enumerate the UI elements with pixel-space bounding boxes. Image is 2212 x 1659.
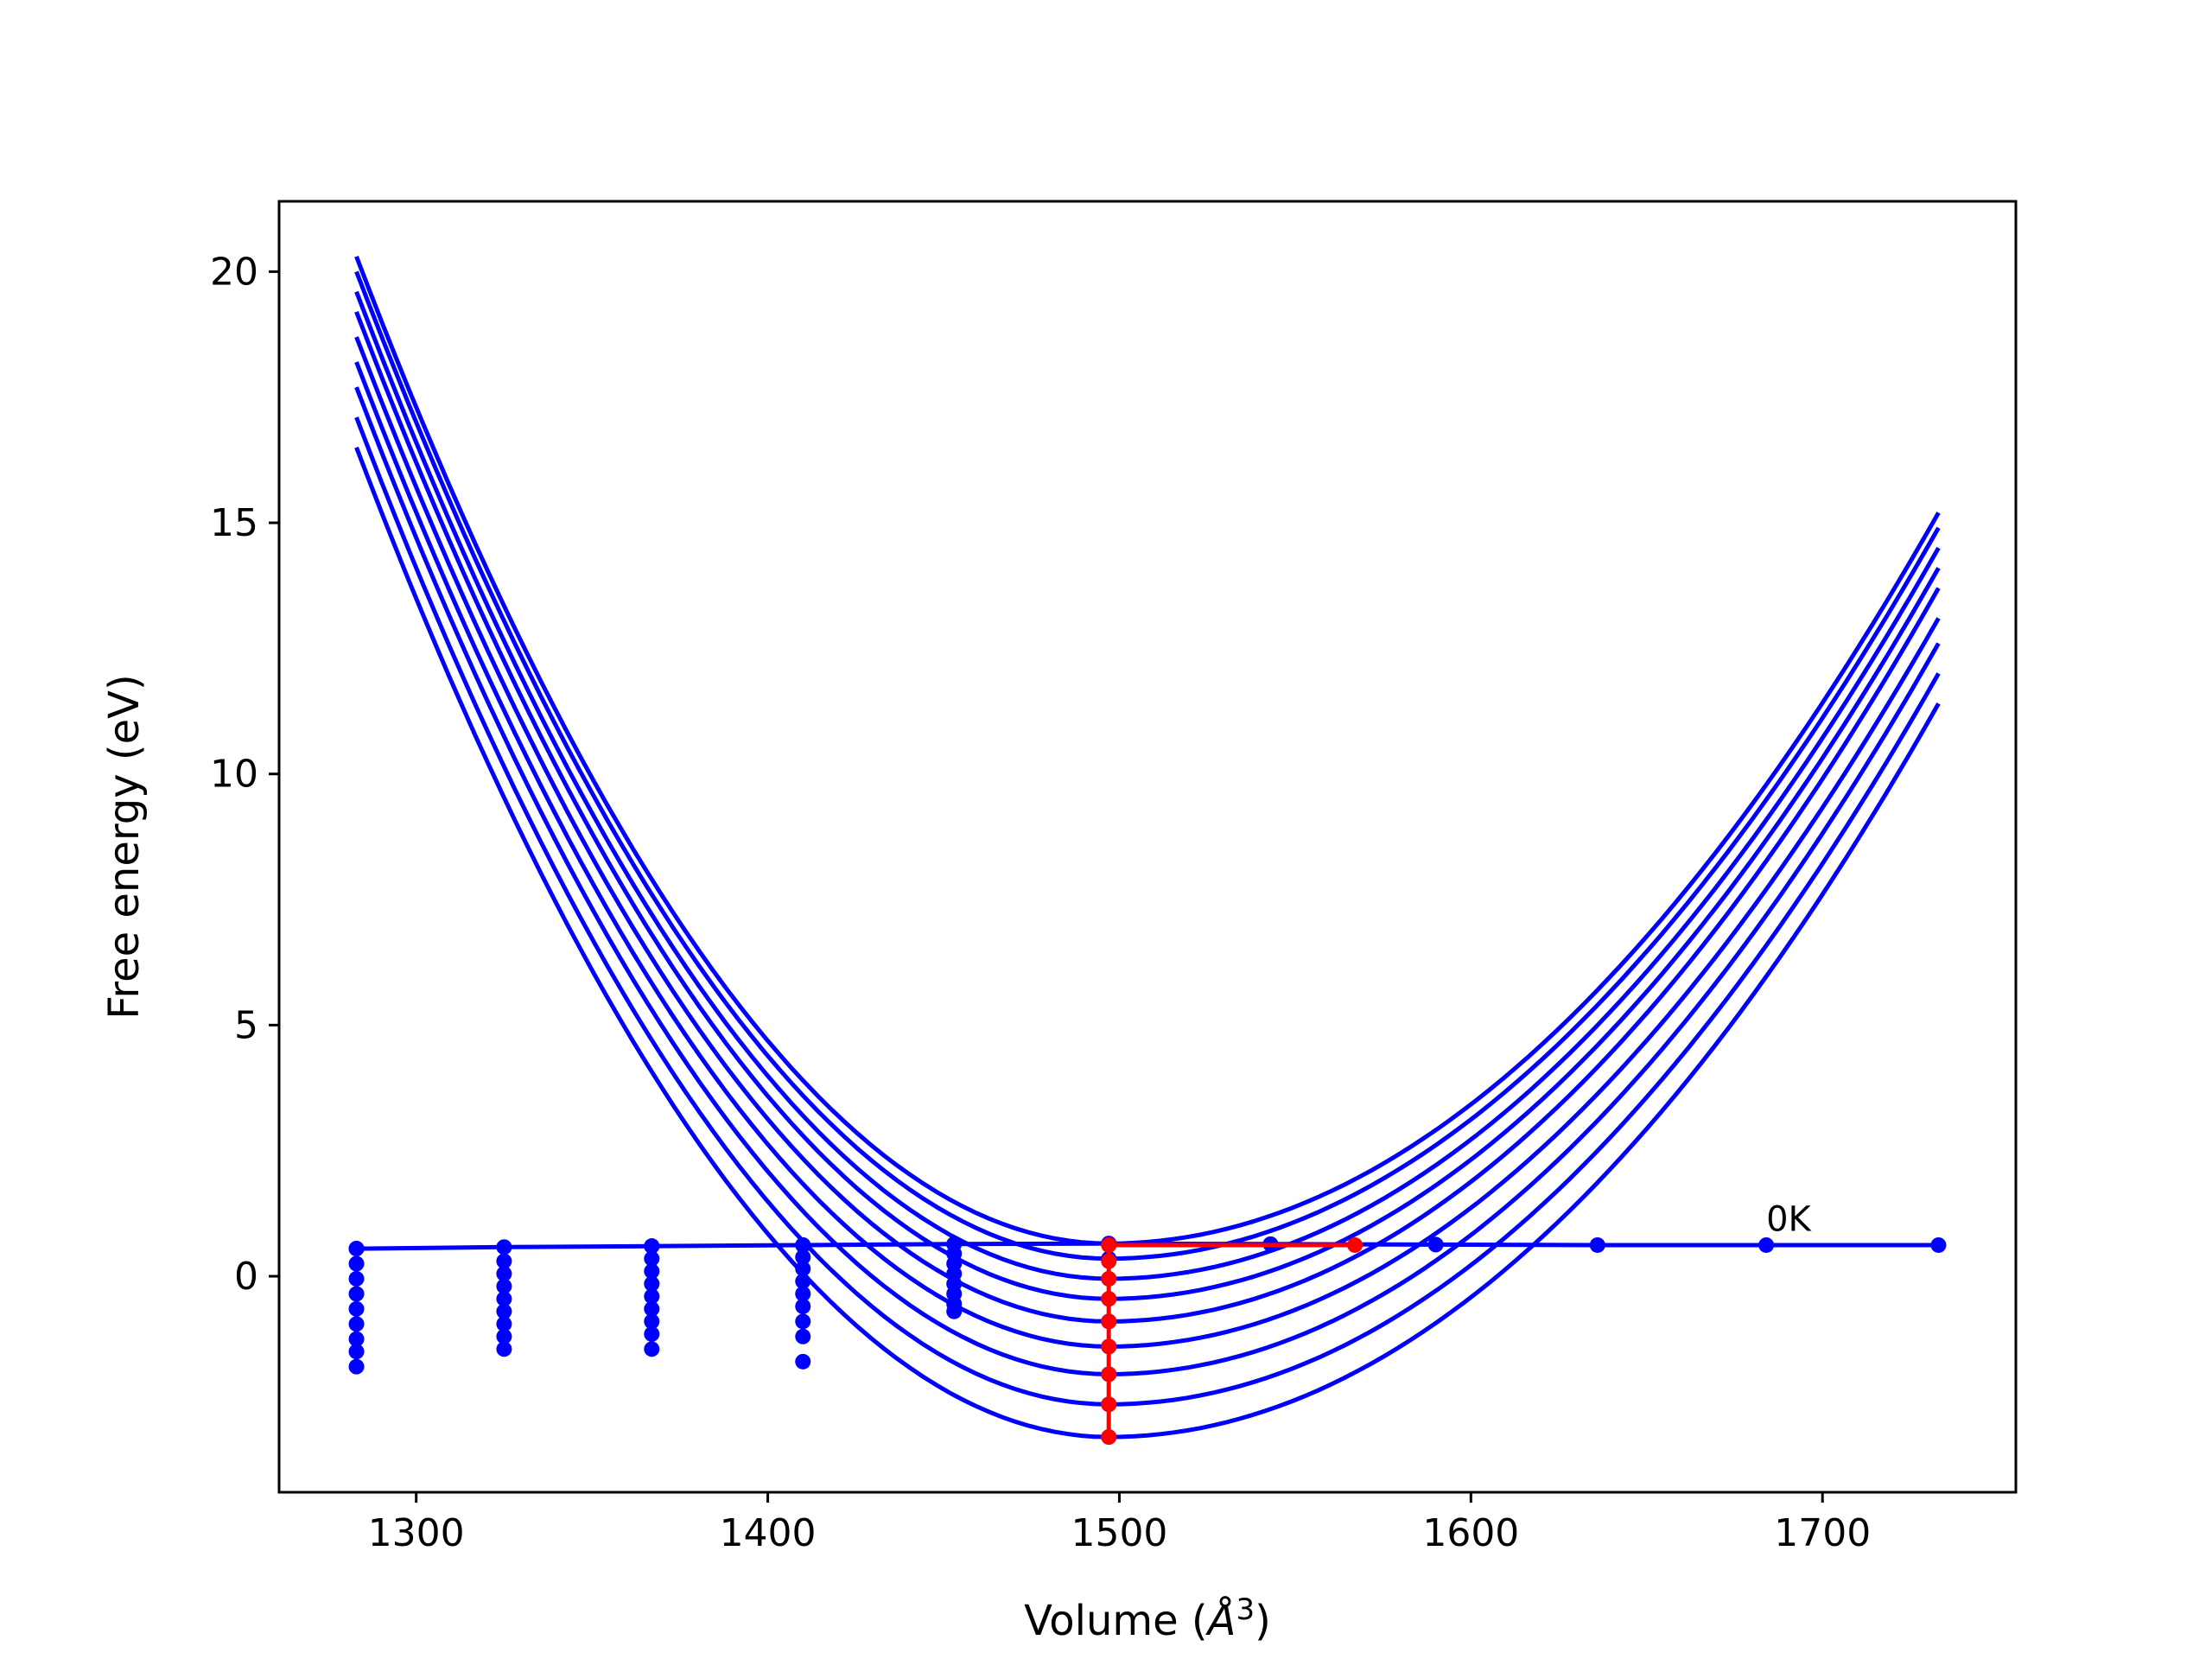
temperature-point	[496, 1341, 512, 1357]
temperature-point	[496, 1278, 512, 1294]
temperature-point	[348, 1286, 365, 1302]
temperature-point	[644, 1341, 660, 1357]
temperature-point	[644, 1263, 660, 1280]
energy-volume-point	[1589, 1236, 1605, 1253]
temperature-point	[795, 1261, 811, 1277]
free-energy-curve-2	[354, 270, 1941, 1262]
temperature-point	[644, 1250, 660, 1267]
temperature-point	[496, 1266, 512, 1282]
minimum-path-point	[1101, 1236, 1117, 1253]
temperature-point	[795, 1236, 811, 1253]
minimum-path-point	[1101, 1338, 1117, 1355]
energy-volume-point	[1427, 1236, 1444, 1253]
free-energy-curve-8	[354, 416, 1941, 1407]
free-energy-curve-5	[354, 336, 1941, 1324]
y-axis-label: Free energy (eV)	[100, 674, 149, 1019]
y-axis-ticks: 0 5 10 15 20	[210, 250, 279, 1299]
free-energy-curve-3	[354, 290, 1941, 1281]
temperature-point	[348, 1300, 365, 1317]
energy-volume-point	[1930, 1236, 1947, 1253]
x-tick-label: 1500	[1071, 1511, 1167, 1555]
x-tick-label: 1700	[1774, 1511, 1871, 1555]
temperature-point	[348, 1241, 365, 1257]
x-tick-label: 1300	[368, 1511, 465, 1555]
x-tick-label: 1600	[1422, 1511, 1519, 1555]
annotation-label: 0K	[1766, 1200, 1812, 1240]
temperature-point	[496, 1253, 512, 1269]
temperature-point	[795, 1286, 811, 1302]
temperature-point	[644, 1313, 660, 1330]
minimum-path-point	[1101, 1291, 1117, 1307]
y-tick-label: 20	[210, 250, 258, 294]
x-axis-label-symbol: Å	[1205, 1596, 1236, 1645]
minimum-path-point	[1347, 1236, 1363, 1253]
temperature-point	[496, 1291, 512, 1307]
minimum-path-point	[1101, 1366, 1117, 1382]
free-energy-curve-6	[354, 361, 1941, 1349]
temperature-point	[348, 1358, 365, 1375]
y-tick-label: 10	[210, 753, 258, 797]
temperature-point	[946, 1303, 963, 1319]
free-energy-curve-7	[354, 386, 1941, 1376]
x-axis-label-prefix: Volume (	[1024, 1597, 1208, 1645]
temperature-point	[644, 1288, 660, 1305]
temperature-point	[496, 1328, 512, 1344]
minimum-path-line	[1106, 1243, 1356, 1438]
y-tick-label: 5	[234, 1003, 258, 1047]
x-axis-label: Volume (Å3)	[1024, 1592, 1271, 1645]
temperature-point	[644, 1238, 660, 1255]
minimum-path-point	[1101, 1270, 1117, 1287]
temperature-point	[795, 1353, 811, 1370]
temperature-point	[795, 1298, 811, 1314]
y-tick-label: 15	[210, 501, 258, 545]
energy-volume-point	[1758, 1236, 1775, 1253]
axes-frame	[277, 200, 2018, 1494]
minimum-path-point	[1101, 1313, 1117, 1330]
temperature-point	[496, 1316, 512, 1332]
temperature-point	[795, 1249, 811, 1265]
temperature-point	[348, 1316, 365, 1332]
y-tick-label: 0	[234, 1255, 258, 1299]
free-energy-curve-9	[354, 446, 1941, 1440]
x-tick-label: 1400	[720, 1511, 817, 1555]
x-axis-label-exponent: 3	[1236, 1592, 1255, 1627]
temperature-point	[644, 1325, 660, 1342]
minimum-path-point	[1101, 1429, 1117, 1446]
temperature-point	[795, 1313, 811, 1330]
temperature-point	[348, 1344, 365, 1360]
temperature-point	[644, 1275, 660, 1292]
minimum-path-point	[1101, 1396, 1117, 1413]
temperature-point	[496, 1303, 512, 1319]
temperature-point	[348, 1255, 365, 1272]
temperature-point	[496, 1239, 512, 1255]
temperature-point	[644, 1300, 660, 1317]
x-axis-ticks: 1300 1400 1500 1600 1700	[368, 1492, 1871, 1555]
temperature-point	[795, 1328, 811, 1344]
minimum-path-point	[1101, 1253, 1117, 1269]
plot-area: 0K	[348, 256, 1947, 1446]
free-energy-curve-4	[354, 311, 1941, 1301]
temperature-point	[348, 1331, 365, 1347]
temperature-point	[348, 1270, 365, 1287]
temperature-point	[795, 1273, 811, 1289]
x-axis-label-suffix: )	[1255, 1597, 1271, 1645]
